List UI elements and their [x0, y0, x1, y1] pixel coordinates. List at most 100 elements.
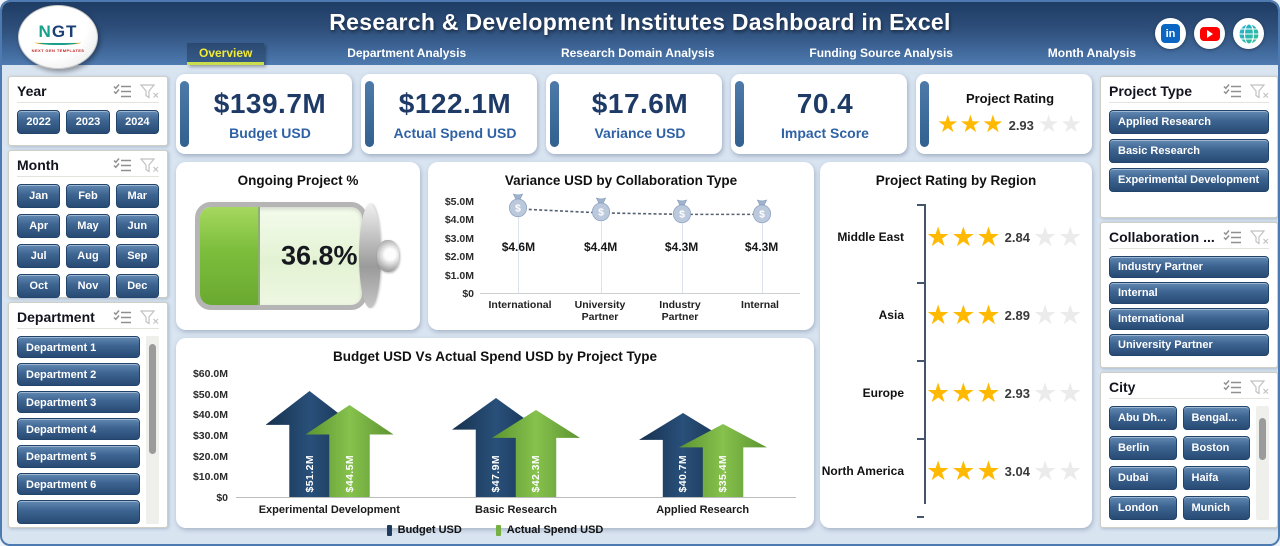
slicer-button-department-5[interactable]: Department 5 — [17, 445, 140, 468]
slicer-button-department-4[interactable]: Department 4 — [17, 417, 140, 441]
slicer-button-department-overflow[interactable] — [17, 499, 140, 524]
legend-label: Actual Spend USD — [506, 524, 604, 536]
linkedin-icon[interactable]: in — [1155, 18, 1186, 49]
ngt-logo: NGT NEXT GEN TEMPLATES — [18, 5, 98, 69]
clear-filter-icon[interactable] — [1250, 229, 1269, 245]
chart-ongoing-project-pct: Ongoing Project % 36.8% — [176, 162, 420, 330]
data-label: $47.9M — [490, 454, 502, 492]
slicer-button-month-feb[interactable]: Feb — [66, 184, 110, 208]
slicer-button-department-1[interactable]: Department 1 — [17, 336, 140, 359]
slicer-button-month-mar[interactable]: Mar — [115, 184, 159, 208]
star-icons-empty: ★★ — [1032, 299, 1084, 330]
slicer-button-city-bengaluru[interactable]: Bengal... — [1182, 406, 1250, 430]
multi-select-icon[interactable] — [113, 309, 132, 325]
rating-value: 2.93 — [1008, 117, 1034, 133]
slicer-button-month-nov[interactable]: Nov — [66, 274, 110, 298]
slicer-button-city-haifa[interactable]: Haifa — [1182, 466, 1250, 490]
social-links: in — [1155, 18, 1264, 49]
star-icons-empty: ★★ — [1037, 111, 1083, 138]
slicer-button-city-boston[interactable]: Boston — [1182, 436, 1250, 460]
slicer-button-year-2022[interactable]: 2022 — [17, 110, 61, 134]
slicer-button-internal[interactable]: Internal — [1109, 282, 1269, 304]
multi-select-icon[interactable] — [1223, 83, 1242, 99]
slicer-button-department-2[interactable]: Department 2 — [17, 363, 140, 386]
department-scrollbar-thumb[interactable] — [149, 344, 156, 454]
logo-swoosh — [39, 41, 77, 45]
slicer-button-year-2023[interactable]: 2023 — [66, 110, 110, 134]
clear-filter-icon[interactable] — [140, 309, 159, 325]
city-scrollbar[interactable] — [1256, 406, 1269, 520]
region-label: Middle East — [837, 230, 904, 244]
slicer-button-city-munich[interactable]: Munich — [1182, 496, 1250, 520]
y-tick: $60.0M — [192, 368, 228, 380]
star-icons-filled: ★★★ — [926, 455, 1002, 486]
rating-value: 3.04 — [1004, 463, 1030, 479]
y-tick: $10.0M — [192, 471, 228, 484]
multi-select-icon[interactable] — [113, 83, 132, 99]
slicer-button-industry-partner[interactable]: Industry Partner — [1109, 256, 1269, 278]
slicer-button-department-6[interactable]: Department 6 — [17, 472, 140, 495]
slicer-button-month-may[interactable]: May — [66, 214, 110, 238]
multi-select-icon[interactable] — [1223, 229, 1242, 245]
data-label: $4.3M — [664, 240, 699, 254]
x-category: International — [488, 299, 552, 311]
slicer-button-international[interactable]: International — [1109, 308, 1269, 330]
data-label: $4.4M — [583, 240, 618, 254]
slicer-button-month-dec[interactable]: Dec — [115, 274, 159, 298]
slicer-city-title: City — [1109, 379, 1136, 395]
y-tick: $4.0M — [444, 214, 474, 226]
slicer-button-city-abu-dhabi[interactable]: Abu Dh... — [1109, 406, 1177, 430]
money-bag-icon: $ — [507, 193, 530, 223]
tab-overview[interactable]: Overview — [187, 43, 265, 65]
slicer-button-department-3[interactable]: Department 3 — [17, 390, 140, 413]
kpi-value: $17.6M — [591, 87, 689, 119]
globe-icon[interactable] — [1233, 18, 1264, 49]
data-label: $4.6M — [501, 240, 536, 254]
slicer-button-month-oct[interactable]: Oct — [17, 274, 61, 298]
drop-line — [681, 220, 683, 293]
department-scrollbar[interactable] — [146, 336, 159, 524]
slicer-button-university-partner[interactable]: University Partner — [1109, 334, 1269, 356]
tab-month-analysis[interactable]: Month Analysis — [1047, 46, 1136, 60]
city-scrollbar-thumb[interactable] — [1259, 418, 1266, 460]
tab-department-analysis[interactable]: Department Analysis — [347, 46, 467, 60]
slicer-button-city-berlin[interactable]: Berlin — [1109, 436, 1177, 460]
chart-project-rating-by-region: Project Rating by Region Middle East ★★★… — [820, 162, 1092, 528]
slicer-button-city-dubai[interactable]: Dubai — [1109, 466, 1177, 490]
project-rating-title: Project Rating — [965, 91, 1055, 106]
rating-value: 2.84 — [1004, 229, 1030, 245]
region-label: Asia — [878, 308, 904, 322]
x-category: University Partner — [574, 299, 626, 323]
tab-funding-source-analysis[interactable]: Funding Source Analysis — [809, 46, 953, 60]
tab-research-domain-analysis[interactable]: Research Domain Analysis — [560, 46, 715, 60]
slicer-month: Month Jan Feb Mar Apr May Jun Jul Aug Se… — [8, 150, 168, 298]
slicer-button-month-jul[interactable]: Jul — [17, 244, 61, 268]
slicer-button-month-jun[interactable]: Jun — [115, 214, 159, 238]
clear-filter-icon[interactable] — [1250, 83, 1269, 99]
slicer-button-applied-research[interactable]: Applied Research — [1109, 110, 1269, 134]
slicer-button-year-2024[interactable]: 2024 — [115, 110, 159, 134]
clear-filter-icon[interactable] — [1250, 379, 1269, 395]
slicer-button-city-london[interactable]: London — [1109, 496, 1177, 520]
slicer-button-month-apr[interactable]: Apr — [17, 214, 61, 238]
multi-select-icon[interactable] — [1223, 379, 1242, 395]
clear-filter-icon[interactable] — [140, 157, 159, 173]
slicer-city: City Abu Dh... Bengal... Berlin Boston D… — [1100, 372, 1278, 528]
youtube-icon[interactable] — [1194, 18, 1225, 49]
clear-filter-icon[interactable] — [140, 83, 159, 99]
y-tick: $30.0M — [192, 430, 228, 442]
kpi-label: Impact Score — [781, 124, 869, 141]
slicer-button-month-sep[interactable]: Sep — [115, 244, 159, 268]
y-tick: $2.0M — [444, 251, 474, 263]
slicer-department-title: Department — [17, 309, 95, 325]
svg-text:$: $ — [515, 203, 521, 215]
y-tick: $0 — [216, 492, 228, 504]
rating-row-asia: Asia ★★★ 2.89 ★★ — [820, 276, 1084, 354]
slicer-year: Year 2022 2023 2024 — [8, 76, 168, 146]
multi-select-icon[interactable] — [113, 157, 132, 173]
slicer-button-month-aug[interactable]: Aug — [66, 244, 110, 268]
battery-gauge: 36.8% — [195, 202, 401, 310]
slicer-button-basic-research[interactable]: Basic Research — [1109, 139, 1269, 163]
slicer-button-experimental-development[interactable]: Experimental Development — [1109, 168, 1269, 192]
slicer-button-month-jan[interactable]: Jan — [17, 184, 61, 208]
